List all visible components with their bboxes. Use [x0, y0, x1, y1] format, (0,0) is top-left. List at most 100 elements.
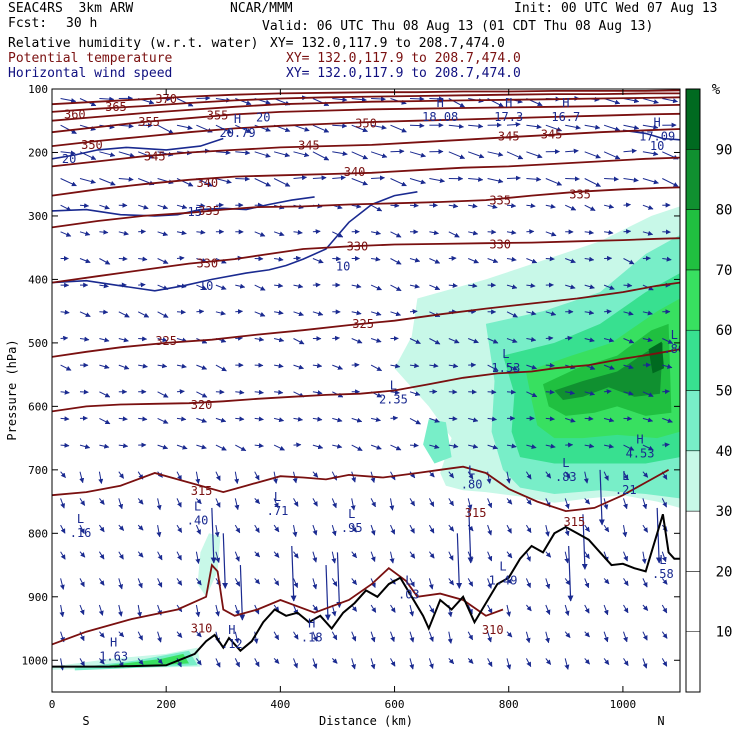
wind-vector — [60, 364, 72, 371]
colorbar-label: 80 — [716, 203, 733, 219]
wind-vector — [409, 96, 425, 102]
wind-vector — [312, 229, 321, 235]
wind-vector — [59, 604, 65, 618]
wind-vector — [332, 97, 348, 103]
wind-vector — [138, 204, 149, 210]
wind-vector — [545, 416, 555, 422]
wind-vector — [581, 514, 588, 570]
wind-vector — [506, 498, 513, 505]
wind-vector — [662, 338, 674, 344]
wind-vector — [526, 151, 543, 159]
wind-vector — [118, 551, 124, 560]
theta-label: 345 — [498, 130, 520, 144]
extremum-letter: L — [348, 507, 355, 521]
wind-vector — [274, 363, 284, 369]
wind-vector — [642, 178, 659, 185]
wind-vector — [215, 178, 232, 184]
wind-vector — [623, 202, 631, 208]
wind-vector — [623, 551, 628, 562]
wind-vector — [118, 471, 125, 479]
extremum-value: .40 — [187, 513, 209, 527]
wind-vector — [351, 471, 357, 483]
wind-vector — [157, 417, 169, 424]
wind-vector — [447, 631, 453, 644]
wind-vector — [254, 498, 260, 504]
wind-vector — [59, 578, 65, 590]
wind-vector — [157, 337, 168, 343]
wind-vector — [603, 204, 615, 209]
wind-vector — [603, 151, 621, 160]
wind-vector — [254, 551, 260, 558]
extremum-value: .95 — [341, 521, 363, 535]
x-tick-label: 800 — [499, 698, 519, 711]
wind-vector — [196, 309, 205, 315]
wind-vector — [273, 231, 285, 237]
wind-vector — [331, 631, 338, 641]
wind-vector — [545, 443, 556, 449]
extremum-letter: H — [234, 112, 241, 126]
wind-vector — [138, 416, 148, 422]
wind-vector — [138, 256, 148, 262]
wind-vector — [156, 498, 162, 511]
wind-vector — [409, 498, 416, 507]
wind-vector — [137, 551, 144, 558]
wind-vector — [176, 178, 194, 187]
contour-labels: 310 310 315 315 315 320 325 325 330 330 330 335 335 3… — [62, 92, 680, 664]
wind-vector — [234, 658, 240, 668]
wind-vector — [390, 258, 402, 265]
wind-vector — [448, 338, 460, 344]
wind-vector — [195, 658, 202, 666]
wind-vector — [623, 658, 629, 667]
wind-vector — [292, 525, 298, 538]
wind-vector — [623, 444, 635, 451]
rh-region-30 — [197, 533, 221, 597]
theta-label: 335 — [198, 204, 220, 218]
wind-vector — [448, 524, 455, 532]
wind-vector — [235, 444, 247, 452]
wind-vector — [468, 258, 479, 264]
x-tick-label: 1000 — [610, 698, 637, 711]
y-tick-label: 400 — [28, 273, 48, 286]
wind-vector — [98, 524, 105, 533]
rh-region-40 — [423, 419, 452, 464]
wind-vector — [642, 604, 649, 611]
wind-vector — [525, 551, 531, 562]
x-tick-label: 600 — [385, 698, 405, 711]
wind-vector — [506, 229, 517, 235]
wind-vector — [565, 148, 579, 154]
wind-vector — [196, 444, 207, 450]
wind-vector — [487, 258, 499, 264]
theta-contour-355 — [52, 104, 680, 134]
wind-vector — [389, 551, 395, 564]
wind-vector — [215, 658, 221, 668]
wind-vector — [409, 417, 421, 425]
wind-vector — [370, 417, 381, 422]
wind-vector — [137, 604, 142, 618]
wind-vector — [370, 444, 382, 450]
wind-vector — [584, 151, 601, 159]
wind-vector — [506, 256, 517, 262]
wind-vector — [79, 471, 85, 484]
valid-time: Valid: 06 UTC Thu 08 Aug 13 (01 CDT Thu … — [262, 19, 654, 34]
wind-vector — [332, 151, 348, 157]
wind-vector — [371, 96, 386, 102]
wind-vector — [79, 551, 86, 558]
theta-label: 350 — [81, 138, 103, 152]
field-wind-xy: XY= 132.0,117.9 to 208.7,474.0 — [286, 66, 521, 81]
wind-vector — [545, 578, 551, 590]
wind-vector — [118, 578, 124, 590]
wind-vector — [448, 282, 458, 288]
wind-vector — [351, 97, 367, 103]
wind-vector — [487, 578, 493, 589]
wind-vector — [176, 416, 187, 422]
wind-vector — [239, 565, 246, 621]
wind-vector — [98, 604, 104, 616]
wind-vector — [293, 498, 299, 507]
wind-vector — [274, 389, 284, 395]
wind-vector — [99, 151, 116, 158]
wind-vector — [293, 631, 299, 640]
wind-vector — [584, 498, 590, 505]
wind-vector — [331, 658, 338, 664]
wind-vector — [157, 124, 174, 134]
